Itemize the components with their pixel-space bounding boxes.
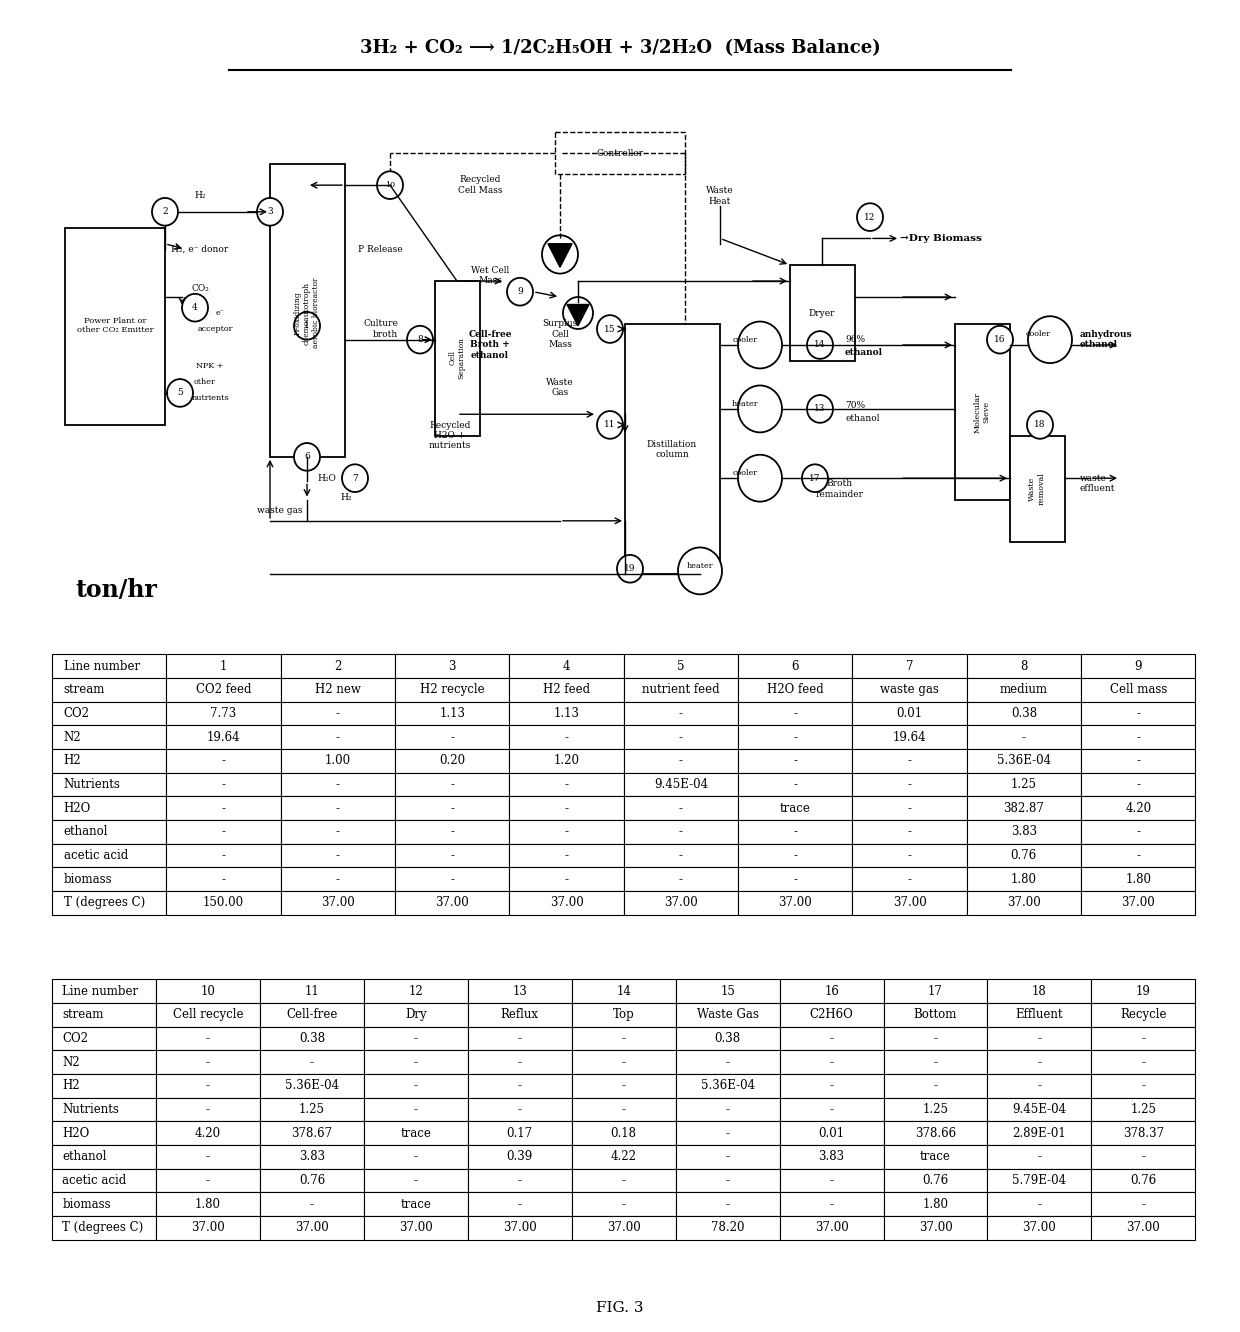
Circle shape <box>167 380 193 406</box>
Text: 2: 2 <box>162 208 167 216</box>
Text: 14: 14 <box>815 341 826 349</box>
Circle shape <box>153 198 179 225</box>
Text: →Dry Biomass: →Dry Biomass <box>900 234 982 242</box>
Circle shape <box>738 321 782 369</box>
Text: 11: 11 <box>604 421 616 429</box>
Circle shape <box>678 547 722 594</box>
Text: 3: 3 <box>267 208 273 216</box>
Text: 12: 12 <box>864 213 875 221</box>
Bar <box>270 164 345 457</box>
Text: Waste
Heat: Waste Heat <box>707 186 734 205</box>
Text: FIG. 3: FIG. 3 <box>596 1301 644 1315</box>
Text: nutrients: nutrients <box>191 394 229 402</box>
Text: 13: 13 <box>815 405 826 413</box>
Text: Recycled
H2O +
nutrients: Recycled H2O + nutrients <box>429 421 471 450</box>
Text: CO₂: CO₂ <box>191 284 208 293</box>
Text: 96%: 96% <box>844 336 866 344</box>
Text: 10: 10 <box>384 181 396 189</box>
Text: Wet Cell
Mass: Wet Cell Mass <box>471 266 510 285</box>
Circle shape <box>802 465 828 492</box>
Text: ethanol: ethanol <box>844 414 879 424</box>
Circle shape <box>257 198 283 225</box>
Circle shape <box>294 312 320 340</box>
Circle shape <box>1028 316 1073 364</box>
Text: Surplus
Cell
Mass: Surplus Cell Mass <box>542 320 578 349</box>
Bar <box>1011 436 1065 542</box>
Bar <box>790 265 856 361</box>
Text: Recycled
Cell Mass: Recycled Cell Mass <box>458 176 502 194</box>
Circle shape <box>807 332 833 358</box>
Text: cooler: cooler <box>1025 330 1050 338</box>
Text: Culture
broth: Culture broth <box>363 320 398 338</box>
Text: heater: heater <box>687 562 713 570</box>
Circle shape <box>596 412 622 438</box>
Text: Controller: Controller <box>596 149 644 157</box>
Bar <box>64 228 165 425</box>
Text: waste
effluent: waste effluent <box>1080 474 1116 493</box>
Text: 16: 16 <box>994 336 1006 344</box>
Circle shape <box>342 465 368 492</box>
Circle shape <box>563 297 593 329</box>
Circle shape <box>738 454 782 502</box>
Text: Molecular
Sieve: Molecular Sieve <box>973 392 991 433</box>
Text: cooler: cooler <box>733 336 758 344</box>
Bar <box>556 132 684 174</box>
Text: H₂: H₂ <box>340 493 351 502</box>
Text: 18: 18 <box>1034 421 1045 429</box>
Circle shape <box>407 326 433 353</box>
Text: 5: 5 <box>177 389 184 397</box>
Text: 70%: 70% <box>844 401 866 410</box>
Text: acceptor: acceptor <box>197 325 233 333</box>
Text: ethanol: ethanol <box>844 348 883 357</box>
Circle shape <box>857 204 883 230</box>
Circle shape <box>294 444 320 470</box>
Text: e⁻: e⁻ <box>216 309 224 317</box>
Text: 19: 19 <box>624 565 636 573</box>
Text: H-oxidizing
chemoautotroph
aerobic bioreactor: H-oxidizing chemoautotroph aerobic biore… <box>294 278 320 348</box>
Text: Broth
remainder: Broth remainder <box>816 480 864 498</box>
Text: heater: heater <box>732 400 759 408</box>
Circle shape <box>987 326 1013 353</box>
Text: 4: 4 <box>192 304 198 312</box>
Circle shape <box>618 555 644 582</box>
Circle shape <box>182 294 208 321</box>
Circle shape <box>1027 412 1053 438</box>
Text: H₂O: H₂O <box>317 474 336 482</box>
Text: Cell-free
Broth +
ethanol: Cell-free Broth + ethanol <box>469 330 512 360</box>
Circle shape <box>377 172 403 198</box>
Text: Waste
removal: Waste removal <box>1028 473 1045 505</box>
Circle shape <box>596 316 622 342</box>
Bar <box>625 324 720 574</box>
Text: Cell
Separation: Cell Separation <box>449 337 465 378</box>
Text: 6: 6 <box>304 453 310 461</box>
Text: 3H₂ + CO₂ ⟶ 1/2C₂H₅OH + 3/2H₂O  (Mass Balance): 3H₂ + CO₂ ⟶ 1/2C₂H₅OH + 3/2H₂O (Mass Bal… <box>360 39 880 57</box>
Text: Power Plant or
other CO₂ Emitter: Power Plant or other CO₂ Emitter <box>77 317 154 334</box>
Text: Distillation
column: Distillation column <box>647 440 697 460</box>
Circle shape <box>507 278 533 305</box>
Text: anhydrous
ethanol: anhydrous ethanol <box>1080 330 1132 349</box>
Text: 9: 9 <box>517 288 523 296</box>
Text: Waste
Gas: Waste Gas <box>546 378 574 397</box>
Text: H₂: H₂ <box>195 192 206 200</box>
Bar <box>955 324 1011 500</box>
Text: P Release: P Release <box>357 245 402 253</box>
Circle shape <box>738 385 782 433</box>
Text: 7: 7 <box>352 474 358 482</box>
Text: 17: 17 <box>810 474 821 482</box>
Text: Dryer: Dryer <box>808 309 836 317</box>
Circle shape <box>807 396 833 422</box>
Text: waste gas: waste gas <box>257 506 303 514</box>
Polygon shape <box>567 305 589 326</box>
Text: H₂, e⁻ donor: H₂, e⁻ donor <box>171 245 228 253</box>
Text: 15: 15 <box>604 325 616 333</box>
Text: cooler: cooler <box>733 469 758 477</box>
Text: NPK +: NPK + <box>196 362 223 370</box>
Bar <box>435 281 480 436</box>
Circle shape <box>542 236 578 273</box>
Text: 1: 1 <box>304 321 310 330</box>
Text: 8: 8 <box>417 336 423 344</box>
Polygon shape <box>548 244 572 268</box>
Text: other: other <box>195 378 216 386</box>
Text: ton/hr: ton/hr <box>74 578 157 602</box>
